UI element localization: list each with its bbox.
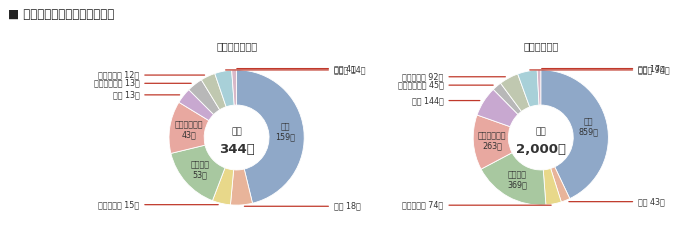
Wedge shape bbox=[169, 102, 209, 154]
Wedge shape bbox=[232, 70, 237, 105]
Wedge shape bbox=[551, 167, 570, 202]
Title: ［受験者数］: ［受験者数］ bbox=[523, 41, 558, 51]
Text: 合計: 合計 bbox=[535, 128, 546, 136]
Text: 中国
859人: 中国 859人 bbox=[578, 117, 598, 136]
Text: 中国
159社: 中国 159社 bbox=[275, 122, 295, 142]
Text: インドネシア
43社: インドネシア 43社 bbox=[174, 120, 203, 140]
Text: マレーシア 92人: マレーシア 92人 bbox=[402, 72, 506, 81]
Wedge shape bbox=[201, 74, 226, 110]
Wedge shape bbox=[500, 74, 530, 112]
Wedge shape bbox=[189, 80, 220, 114]
Wedge shape bbox=[171, 145, 225, 201]
Wedge shape bbox=[179, 90, 214, 120]
Wedge shape bbox=[544, 168, 561, 205]
Text: 344社: 344社 bbox=[219, 143, 254, 156]
Text: 香港 17人: 香港 17人 bbox=[541, 64, 665, 73]
Text: マレーシア 12社: マレーシア 12社 bbox=[98, 70, 205, 80]
Wedge shape bbox=[473, 115, 512, 169]
Text: タイ 13社: タイ 13社 bbox=[112, 90, 180, 99]
Text: 香港 4社: 香港 4社 bbox=[237, 64, 356, 73]
Wedge shape bbox=[493, 83, 521, 114]
Text: シンガポール 13社: シンガポール 13社 bbox=[93, 79, 191, 88]
Wedge shape bbox=[237, 70, 304, 203]
Wedge shape bbox=[477, 90, 518, 127]
Text: ベトナム
53社: ベトナム 53社 bbox=[191, 160, 210, 179]
Text: 韓国 18社: 韓国 18社 bbox=[245, 202, 361, 211]
Text: インド 14社: インド 14社 bbox=[226, 66, 366, 74]
Text: 合計: 合計 bbox=[231, 128, 242, 136]
Wedge shape bbox=[231, 169, 253, 205]
Wedge shape bbox=[541, 70, 608, 198]
Text: 韓国 43人: 韓国 43人 bbox=[569, 197, 665, 206]
Text: 2,000人: 2,000人 bbox=[516, 143, 566, 156]
Text: シンガポール 45人: シンガポール 45人 bbox=[397, 81, 493, 90]
Text: フィリピン 15社: フィリピン 15社 bbox=[98, 200, 218, 209]
Wedge shape bbox=[212, 168, 234, 205]
Text: ベトナム
369人: ベトナム 369人 bbox=[508, 170, 527, 190]
Text: ■ 国別参加企業および受験者数: ■ 国別参加企業および受験者数 bbox=[8, 8, 114, 20]
Title: ［参加企業数］: ［参加企業数］ bbox=[216, 41, 257, 51]
Text: インド 94人: インド 94人 bbox=[530, 66, 670, 74]
Text: インドネシア
263人: インドネシア 263人 bbox=[478, 132, 506, 151]
Wedge shape bbox=[537, 70, 541, 105]
Wedge shape bbox=[518, 70, 539, 107]
Text: タイ 144人: タイ 144人 bbox=[412, 96, 480, 105]
Wedge shape bbox=[215, 70, 234, 107]
Wedge shape bbox=[481, 153, 546, 205]
Text: フィリピン 74人: フィリピン 74人 bbox=[402, 201, 551, 210]
